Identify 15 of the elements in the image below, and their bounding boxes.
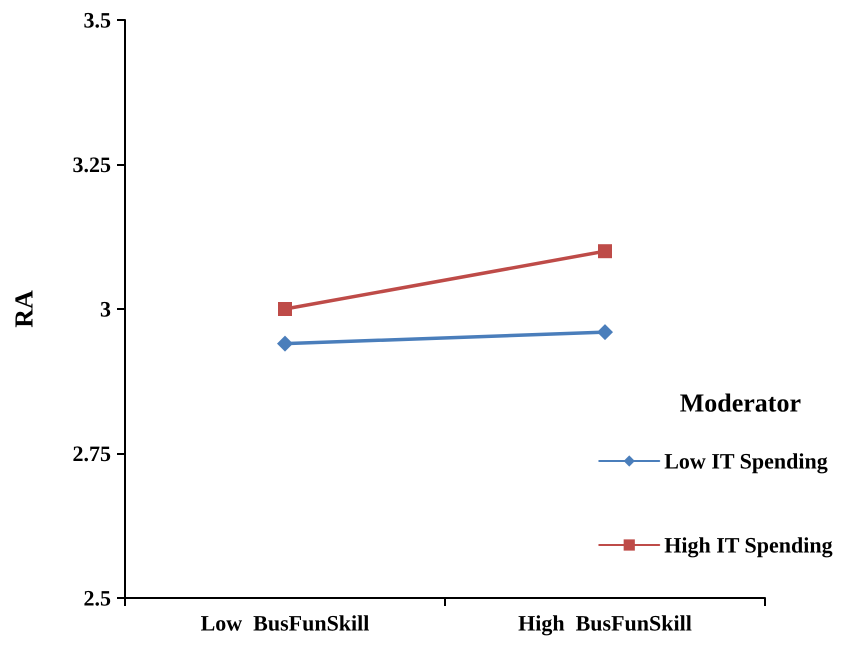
x-tick-label: Low BusFunSkill xyxy=(200,610,370,636)
legend-label: Low IT Spending xyxy=(664,448,828,474)
y-tick-label: 3.25 xyxy=(72,152,111,177)
y-tick-label: 2.75 xyxy=(72,441,111,466)
y-axis-title: RA xyxy=(10,290,38,328)
point xyxy=(598,244,612,258)
point xyxy=(597,324,613,340)
x-tick-label: High BusFunSkill xyxy=(518,610,692,636)
point xyxy=(278,302,292,316)
y-tick-label: 3 xyxy=(100,296,111,322)
legend-title: Moderator xyxy=(680,388,802,418)
y-tick-label: 3.5 xyxy=(84,8,111,32)
y-tick-label: 2.5 xyxy=(84,586,111,610)
legend-label: High IT Spending xyxy=(664,532,833,558)
point xyxy=(277,336,293,352)
